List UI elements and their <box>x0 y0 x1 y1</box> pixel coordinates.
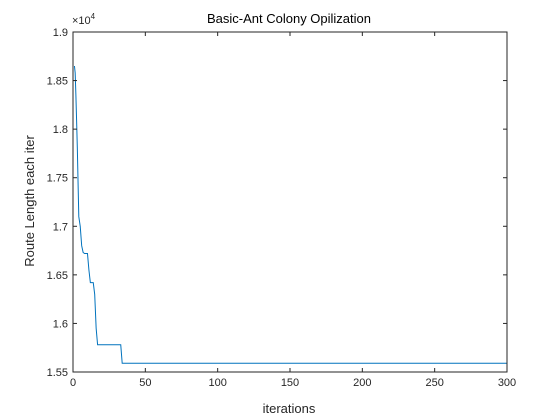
x-tick-label: 0 <box>70 377 76 389</box>
y-tick-label: 1.55 <box>47 367 68 379</box>
y-tick-label: 1.75 <box>47 173 68 185</box>
series-line-0 <box>73 65 507 364</box>
y-tick-label: 1.6 <box>53 318 68 330</box>
series-layer <box>73 65 507 364</box>
x-tick-label: 300 <box>498 377 516 389</box>
x-axis-label: iterations <box>263 401 316 416</box>
x-tick-label: 100 <box>208 377 226 389</box>
y-tick-label: 1.9 <box>53 27 68 39</box>
y-axis-label: Route Length each iter <box>22 135 37 267</box>
x-tick-label: 250 <box>425 377 443 389</box>
ticks-layer: 0 50 100 150 200 250 300 1.55 1.6 1.65 1.7 1.75 1.8 1… <box>47 27 517 389</box>
y-tick-label: 1.85 <box>47 76 68 88</box>
x-tick-label: 200 <box>353 377 371 389</box>
y-tick-label: 1.65 <box>47 270 68 282</box>
plot-area <box>73 32 507 372</box>
x-tick-label: 50 <box>139 377 151 389</box>
y-tick-label: 1.8 <box>53 124 68 136</box>
x-tick-label: 150 <box>281 377 299 389</box>
chart-title: Basic-Ant Colony Opilization <box>207 11 371 26</box>
y-tick-label: 1.7 <box>53 221 68 233</box>
y-axis-exponent: ×104 <box>72 12 96 27</box>
